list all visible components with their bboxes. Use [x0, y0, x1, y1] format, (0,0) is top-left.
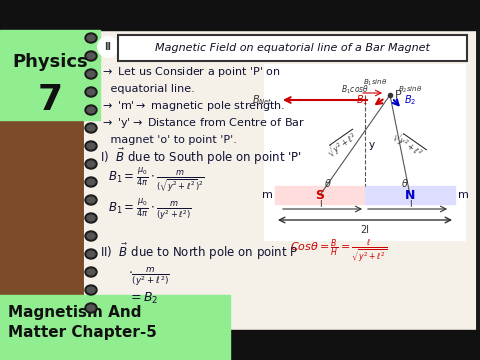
- Text: $B_{Net}$: $B_{Net}$: [252, 93, 273, 107]
- Text: m: m: [262, 190, 273, 200]
- Bar: [0, 30, 210, 330]
- Bar: [0, 330, 480, 360]
- Bar: [265, 65, 465, 240]
- Ellipse shape: [85, 51, 97, 61]
- Ellipse shape: [85, 303, 97, 313]
- Ellipse shape: [85, 231, 97, 241]
- Text: $\rightarrow$ 'y'$\rightarrow$ Distance from Centre of Bar: $\rightarrow$ 'y'$\rightarrow$ Distance …: [100, 116, 305, 130]
- Text: l: l: [319, 200, 321, 209]
- Text: Physics: Physics: [12, 53, 88, 71]
- Text: $B_1$: $B_1$: [356, 93, 368, 107]
- Bar: [85, 28, 475, 330]
- Text: $B_1 = \frac{\mu_0}{4\pi} \cdot \frac{m}{(\sqrt{y^2+\ell^2})^2}$: $B_1 = \frac{\mu_0}{4\pi} \cdot \frac{m}…: [108, 166, 204, 194]
- Text: y: y: [369, 140, 375, 150]
- Text: Matter Chapter-5: Matter Chapter-5: [8, 324, 157, 339]
- Text: S: S: [315, 189, 324, 202]
- Ellipse shape: [85, 177, 97, 187]
- Ellipse shape: [85, 285, 97, 295]
- Ellipse shape: [85, 33, 97, 43]
- Bar: [0, 0, 480, 30]
- Text: $\theta$: $\theta$: [401, 177, 409, 189]
- Ellipse shape: [85, 159, 97, 169]
- Text: $B_1cos\theta$: $B_1cos\theta$: [341, 84, 369, 96]
- Text: II: II: [105, 42, 111, 52]
- Text: $\theta$: $\theta$: [324, 177, 332, 189]
- Text: 7: 7: [37, 83, 62, 117]
- Text: P: P: [395, 90, 402, 100]
- Bar: [365, 186, 455, 204]
- Ellipse shape: [85, 123, 97, 133]
- Text: $\rightarrow$ Let us Consider a point 'P' on: $\rightarrow$ Let us Consider a point 'P…: [100, 65, 281, 79]
- Text: $= B_2$: $= B_2$: [128, 291, 158, 306]
- FancyBboxPatch shape: [118, 35, 467, 61]
- Ellipse shape: [87, 179, 95, 185]
- Ellipse shape: [87, 125, 95, 131]
- Text: $\rightarrow$ 'm'$\rightarrow$ magnetic pole strength.: $\rightarrow$ 'm'$\rightarrow$ magnetic …: [100, 99, 286, 113]
- Ellipse shape: [87, 35, 95, 41]
- Text: $B_2sin\theta$: $B_2sin\theta$: [398, 85, 422, 95]
- Ellipse shape: [85, 267, 97, 277]
- Text: m: m: [457, 190, 468, 200]
- Text: Magnetic Field on equatorial line of a Bar Magnet: Magnetic Field on equatorial line of a B…: [155, 43, 430, 53]
- Ellipse shape: [87, 287, 95, 293]
- Ellipse shape: [87, 107, 95, 113]
- Text: equatorial line.: equatorial line.: [100, 84, 195, 94]
- Text: $B_2$: $B_2$: [404, 93, 416, 107]
- Text: $B_1 = \frac{\mu_0}{4\pi} \cdot \frac{m}{(y^2+\ell^2)}$: $B_1 = \frac{\mu_0}{4\pi} \cdot \frac{m}…: [108, 198, 192, 222]
- Ellipse shape: [85, 87, 97, 97]
- Ellipse shape: [87, 251, 95, 257]
- Text: $\sqrt{y^2+\ell^2}$: $\sqrt{y^2+\ell^2}$: [388, 128, 428, 162]
- Text: $B_1sin\theta$: $B_1sin\theta$: [363, 78, 387, 88]
- Text: $\cdot \frac{m}{(y^2+\ell^2)}$: $\cdot \frac{m}{(y^2+\ell^2)}$: [128, 266, 170, 288]
- Ellipse shape: [87, 305, 95, 311]
- Ellipse shape: [87, 143, 95, 149]
- Ellipse shape: [85, 141, 97, 151]
- Bar: [0, 295, 230, 360]
- Ellipse shape: [87, 161, 95, 167]
- Ellipse shape: [85, 213, 97, 223]
- Text: N: N: [405, 189, 415, 202]
- Text: l: l: [408, 200, 411, 209]
- Circle shape: [98, 37, 118, 57]
- Ellipse shape: [85, 195, 97, 205]
- Bar: [275, 186, 365, 204]
- Text: $\sqrt{y^2+\ell^2}$: $\sqrt{y^2+\ell^2}$: [324, 128, 362, 162]
- Ellipse shape: [87, 269, 95, 275]
- Text: Magnetism And: Magnetism And: [8, 306, 142, 320]
- Bar: [0, 30, 100, 120]
- Ellipse shape: [87, 89, 95, 95]
- Text: II)  $\vec{B}$ due to North pole on point P: II) $\vec{B}$ due to North pole on point…: [100, 242, 299, 262]
- Ellipse shape: [87, 197, 95, 203]
- Text: 2l: 2l: [360, 225, 370, 235]
- Text: magnet 'o' to point 'P'.: magnet 'o' to point 'P'.: [100, 135, 237, 145]
- Ellipse shape: [85, 69, 97, 79]
- Ellipse shape: [85, 249, 97, 259]
- Ellipse shape: [87, 53, 95, 59]
- Ellipse shape: [87, 71, 95, 77]
- Ellipse shape: [85, 105, 97, 115]
- Text: I)  $\vec{B}$ due to South pole on point 'P': I) $\vec{B}$ due to South pole on point …: [100, 147, 302, 167]
- Text: $Cos\theta = \frac{B}{H} = \frac{\ell}{\sqrt{y^2+\ell^2}}$: $Cos\theta = \frac{B}{H} = \frac{\ell}{\…: [290, 238, 387, 266]
- Ellipse shape: [87, 215, 95, 221]
- Ellipse shape: [87, 233, 95, 239]
